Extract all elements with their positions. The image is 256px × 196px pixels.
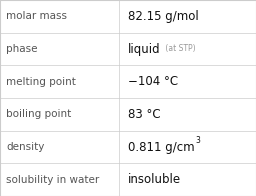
Text: 3: 3: [196, 136, 201, 145]
Text: boiling point: boiling point: [6, 109, 72, 119]
Text: 82.15 g/mol: 82.15 g/mol: [128, 10, 199, 23]
Text: melting point: melting point: [6, 77, 76, 87]
Text: solubility in water: solubility in water: [6, 175, 100, 185]
Text: −104 °C: −104 °C: [128, 75, 178, 88]
Text: (at STP): (at STP): [163, 44, 196, 54]
Text: insoluble: insoluble: [128, 173, 181, 186]
Text: phase: phase: [6, 44, 38, 54]
Text: liquid: liquid: [128, 43, 161, 55]
Text: 0.811 g/cm: 0.811 g/cm: [128, 141, 195, 153]
Text: 83 °C: 83 °C: [128, 108, 161, 121]
Text: density: density: [6, 142, 45, 152]
Text: molar mass: molar mass: [6, 11, 67, 21]
